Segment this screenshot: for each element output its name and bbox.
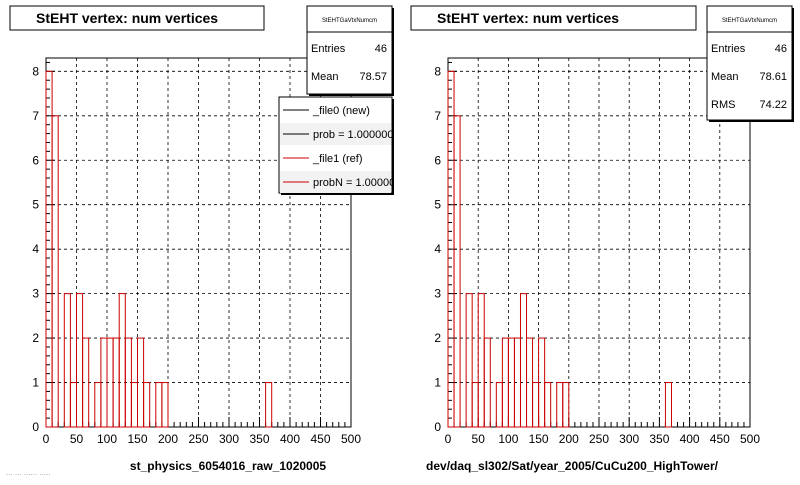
y-tick-label: 0 <box>32 420 39 434</box>
y-tick-label: 6 <box>434 153 441 167</box>
histogram-bin <box>63 293 71 428</box>
y-tick-label: 3 <box>434 287 441 301</box>
histogram-bin <box>465 293 473 428</box>
x-tick-label: 400 <box>680 432 700 446</box>
y-tick-label: 2 <box>434 331 441 345</box>
y-tick-label: 6 <box>32 153 39 167</box>
histogram-panel-2: 0 50 100 150 200 250 300 350 400 450 500 0 1 2 3 4 5 6 7 8 S… <box>410 5 794 473</box>
x-axis-label: st_physics_6054016_raw_1020005 <box>130 459 326 473</box>
y-tick-label: 8 <box>32 64 39 78</box>
legend-label: _file1 (ref) <box>312 153 363 165</box>
stats-label: RMS <box>711 99 735 111</box>
x-tick-label: 350 <box>249 432 269 446</box>
histogram-bin <box>82 337 90 428</box>
x-tick-label: 250 <box>589 432 609 446</box>
title-box <box>410 5 697 31</box>
stats-title: StEHTGaVtxNumcm <box>322 18 377 24</box>
y-tick-label: 2 <box>32 331 39 345</box>
y-tick-label: 7 <box>32 109 39 123</box>
y-tick-label: 1 <box>434 376 441 390</box>
stats-value: 78.61 <box>759 71 787 83</box>
histogram-bin <box>562 382 570 428</box>
x-tick-label: 100 <box>498 432 518 446</box>
x-tick-label: 150 <box>127 432 147 446</box>
histogram-bin <box>453 115 461 428</box>
x-tick-label: 400 <box>280 432 300 446</box>
stats-value: 46 <box>775 43 787 55</box>
legend-entries: _file0 (new) prob = 1.000000 _file1 (ref) p… <box>280 105 401 193</box>
stats-label: Mean <box>311 71 339 83</box>
x-tick-label: 150 <box>529 432 549 446</box>
x-tick-label: 0 <box>445 432 452 446</box>
x-tick-label: 200 <box>559 432 579 446</box>
histogram-bin <box>664 382 672 428</box>
stats-box <box>706 5 793 121</box>
x-tick-label: 0 <box>43 432 50 446</box>
footer-text: ... ... ...... ..... <box>6 468 51 477</box>
legend-row-bg <box>280 123 391 145</box>
x-tick-label: 50 <box>70 432 84 446</box>
x-tick-label: 500 <box>341 432 361 446</box>
x-tick-label: 300 <box>619 432 639 446</box>
y-tick-label: 5 <box>434 198 441 212</box>
stats-label: Entries <box>311 43 346 55</box>
y-tick-label: 5 <box>32 198 39 212</box>
y-tick-label: 4 <box>32 242 39 256</box>
y-tick-label: 4 <box>434 242 441 256</box>
stats-value: 78.57 <box>359 71 387 83</box>
stats-label: Entries <box>711 43 746 55</box>
x-tick-label: 50 <box>472 432 486 446</box>
x-tick-label: 450 <box>310 432 330 446</box>
title-box <box>9 5 265 31</box>
y-tick-label: 7 <box>434 109 441 123</box>
stats-label: Mean <box>711 71 739 83</box>
legend-label: prob = 1.000000 <box>313 129 393 141</box>
x-tick-label: 300 <box>219 432 239 446</box>
x-tick-label: 100 <box>97 432 117 446</box>
histogram-panel-1: 0 50 100 150 200 250 300 350 400 450 500 0 1 2 3 4 5 6 7 8 S… <box>9 5 401 473</box>
histogram-bin <box>265 382 273 428</box>
x-tick-label: 350 <box>649 432 669 446</box>
x-tick-label: 250 <box>188 432 208 446</box>
stats-value: 46 <box>375 43 387 55</box>
y-tick-label: 0 <box>434 420 441 434</box>
legend-label: _file0 (new) <box>312 105 370 117</box>
histogram-bin <box>544 382 552 428</box>
chart-title: StEHT vertex: num vertices <box>36 10 218 26</box>
x-axis-label: dev/daq_sl302/Sat/year_2005/CuCu200_High… <box>426 459 719 473</box>
histogram-bin <box>161 382 169 428</box>
stats-title: StEHTGaVtxNumcm <box>722 18 777 24</box>
stats-box <box>306 5 393 95</box>
histogram-bin <box>51 115 59 428</box>
y-tick-label: 3 <box>32 287 39 301</box>
x-tick-label: 500 <box>740 432 760 446</box>
legend-row-bg <box>280 171 391 193</box>
legend-label: probN = 1.000000 <box>313 177 401 189</box>
y-tick-label: 1 <box>32 376 39 390</box>
histogram-bin <box>143 382 151 428</box>
stats-value: 74.22 <box>759 99 787 111</box>
chart-title: StEHT vertex: num vertices <box>437 10 619 26</box>
x-tick-label: 200 <box>158 432 178 446</box>
histogram-bin <box>483 337 491 428</box>
y-tick-label: 8 <box>434 64 441 78</box>
x-tick-label: 450 <box>710 432 730 446</box>
